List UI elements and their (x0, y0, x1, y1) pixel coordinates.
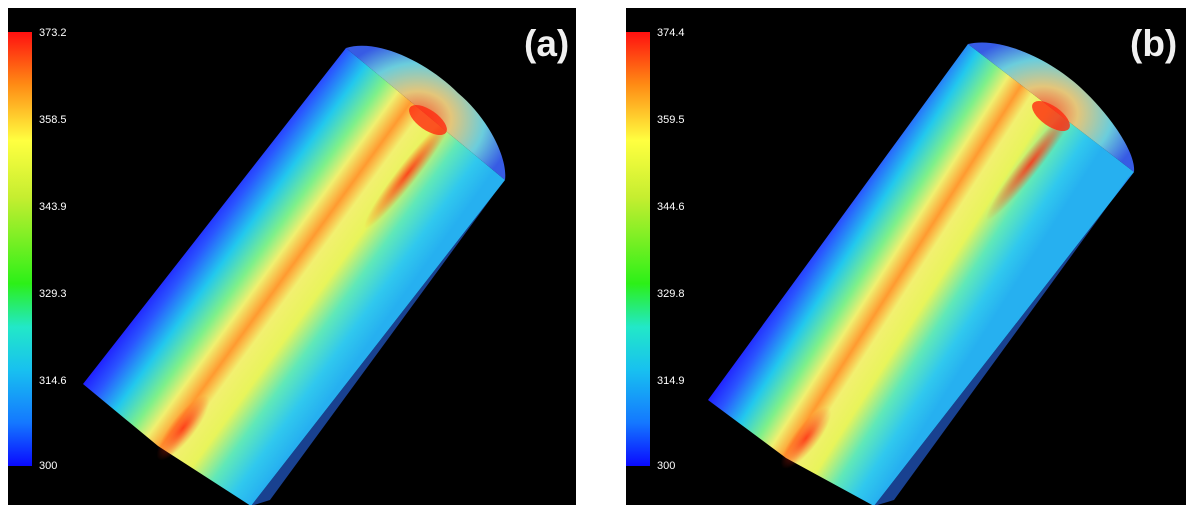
cylinder-body (83, 48, 505, 505)
colorbar-tick: 314.6 (39, 375, 67, 387)
cylinder-temperature-render-a (83, 45, 506, 505)
colorbar-tick: 343.9 (39, 201, 67, 213)
colorbar-tick: 300 (657, 460, 676, 472)
colorbar-tick: 300 (39, 460, 58, 472)
panel-b: 374.4 359.5 344.6 329.8 314.9 300 (b) (626, 8, 1186, 505)
cylinder-shade (251, 180, 505, 505)
colorbar-tick: 344.6 (657, 201, 685, 213)
colorbar (8, 32, 32, 466)
colorbar-tick: 358.5 (39, 114, 67, 126)
colorbar-tick: 373.2 (39, 27, 67, 39)
panel-label: (a) (524, 23, 570, 64)
colorbar-tick: 314.9 (657, 375, 685, 387)
cylinder-temperature-render-b (708, 42, 1135, 505)
colorbar (626, 32, 650, 466)
panel-a: 373.2 358.5 343.9 329.3 314.6 300 (a) (8, 8, 576, 505)
colorbar-tick: 374.4 (657, 27, 685, 39)
colorbar-tick: 329.3 (39, 288, 67, 300)
colorbar-tick: 329.8 (657, 288, 685, 300)
panel-label: (b) (1130, 23, 1178, 64)
colorbar-tick: 359.5 (657, 114, 685, 126)
